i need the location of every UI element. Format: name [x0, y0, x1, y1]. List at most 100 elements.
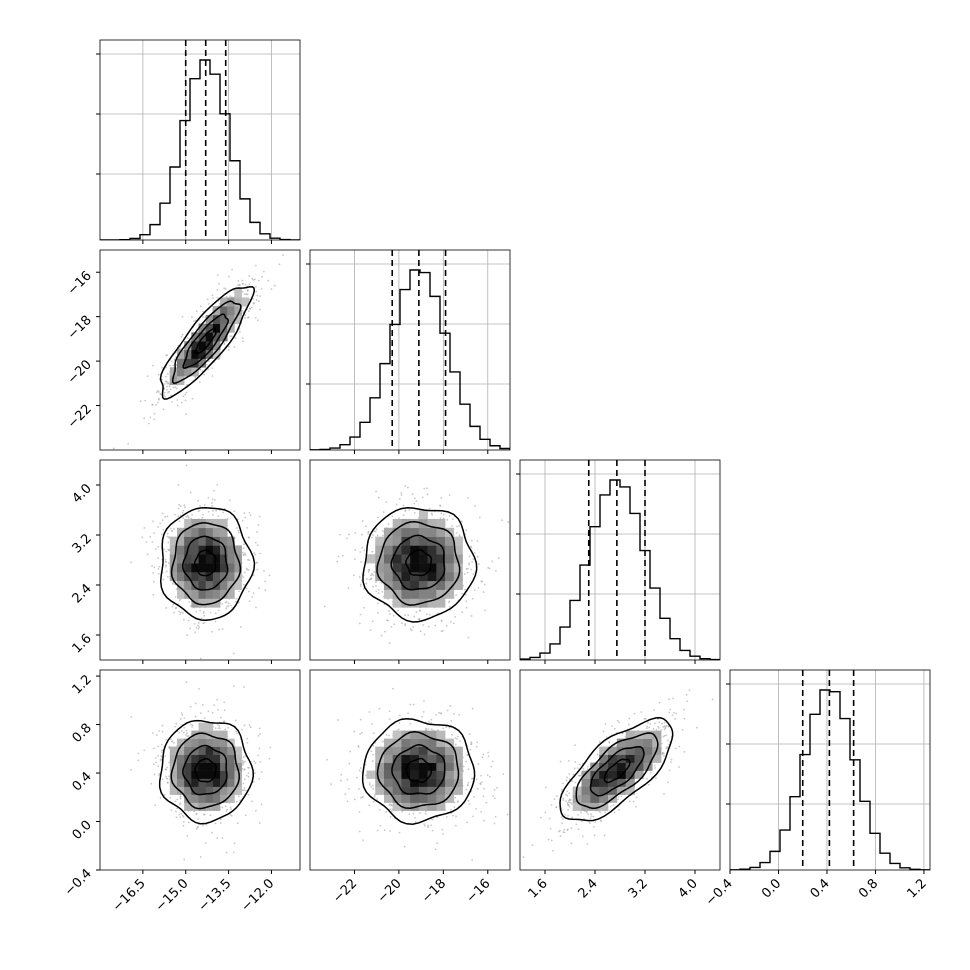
scatter-point: [400, 494, 403, 496]
scatter-point: [467, 781, 470, 784]
density-cell: [220, 762, 228, 771]
scatter-point: [257, 754, 260, 757]
density-cell: [220, 554, 228, 564]
density-cell: [427, 563, 437, 573]
scatter-point: [470, 539, 473, 542]
scatter-point: [424, 824, 426, 827]
scatter-point: [647, 721, 649, 724]
scatter-point: [255, 299, 258, 301]
scatter-point: [368, 568, 371, 571]
scatter-point: [253, 301, 255, 304]
scatter-point: [428, 507, 431, 510]
scatter-point: [247, 289, 249, 292]
density-cell: [184, 341, 192, 351]
scatter-point: [471, 561, 474, 563]
scatter-point: [211, 711, 214, 714]
density-cell: [410, 580, 420, 590]
scatter-point: [167, 391, 169, 394]
density-cell: [169, 367, 178, 377]
scatter-point: [225, 810, 228, 813]
scatter-point: [578, 763, 581, 766]
density-cell: [198, 332, 207, 342]
density-cell: [227, 571, 235, 582]
scatter-point: [165, 564, 168, 567]
density-cell: [436, 746, 446, 755]
scatter-point: [598, 740, 601, 743]
density-cell: [198, 323, 207, 333]
scatter-point: [191, 316, 193, 318]
density-cell: [198, 746, 207, 755]
density-cell: [205, 580, 214, 590]
scatter-point: [477, 586, 480, 589]
scatter-point: [256, 544, 259, 546]
scatter-point: [359, 767, 362, 769]
scatter-point: [663, 793, 665, 795]
x-tick-label: 1.6: [526, 876, 551, 901]
scatter-point: [381, 740, 384, 743]
density-cell: [176, 580, 185, 590]
density-cell: [212, 589, 221, 599]
scatter-point: [198, 381, 201, 384]
density-cell: [241, 297, 250, 307]
scatter-point: [661, 722, 663, 725]
scatter-point: [243, 512, 246, 514]
density-cell: [401, 563, 411, 573]
scatter-point: [170, 809, 173, 812]
scatter-point: [241, 290, 244, 293]
scatter-point: [377, 496, 380, 499]
scatter-point: [233, 510, 236, 513]
density-cell: [392, 802, 402, 811]
scatter-point: [212, 513, 214, 516]
density-cell: [427, 589, 437, 599]
scatter-point: [371, 572, 373, 575]
scatter-point: [245, 587, 248, 590]
scatter-point: [162, 394, 165, 396]
scatter-point: [211, 375, 214, 377]
density-cell: [392, 598, 402, 608]
density-cell: [220, 770, 228, 779]
contour-2: [390, 534, 446, 591]
scatter-point: [253, 760, 256, 763]
scatter-point: [153, 773, 156, 776]
density-cell: [212, 527, 221, 537]
density-cell: [191, 746, 199, 755]
y-tick-label: −16: [65, 268, 95, 298]
scatter-point: [195, 813, 198, 816]
scatter-point: [583, 817, 585, 820]
scatter-point: [236, 822, 239, 824]
scatter-point: [577, 813, 579, 816]
density-cell: [383, 571, 393, 582]
scatter-point: [246, 526, 249, 529]
density-cell: [436, 580, 446, 590]
scatter-point: [218, 725, 221, 727]
scatter-point: [410, 629, 413, 632]
panel-1-0: −22−20−18−16: [65, 249, 301, 454]
scatter-point: [180, 812, 183, 815]
scatter-point: [592, 825, 595, 828]
density-cell: [212, 314, 221, 324]
density-cell: [205, 589, 214, 599]
scatter-point: [568, 792, 571, 795]
density-cell: [169, 746, 178, 755]
scatter-point: [613, 727, 616, 730]
x-tick-label: −16.5: [110, 876, 149, 915]
scatter-point: [568, 773, 571, 775]
scatter-point: [493, 822, 496, 825]
scatter-point: [163, 383, 166, 385]
scatter-point: [235, 600, 237, 603]
density-cell: [436, 730, 446, 739]
x-tick-label: −16: [464, 876, 494, 906]
scatter-point: [151, 404, 154, 406]
density-cell: [392, 571, 402, 582]
density-cell: [445, 786, 455, 795]
scatter-point: [387, 523, 390, 525]
scatter-point: [442, 727, 445, 730]
density-cell: [427, 730, 437, 739]
scatter-point: [179, 613, 182, 616]
scatter-point: [376, 798, 379, 800]
scatter-point: [216, 289, 219, 291]
scatter-point: [539, 816, 542, 819]
scatter-point: [197, 621, 200, 624]
scatter-point: [392, 614, 395, 617]
scatter-point: [181, 814, 184, 817]
